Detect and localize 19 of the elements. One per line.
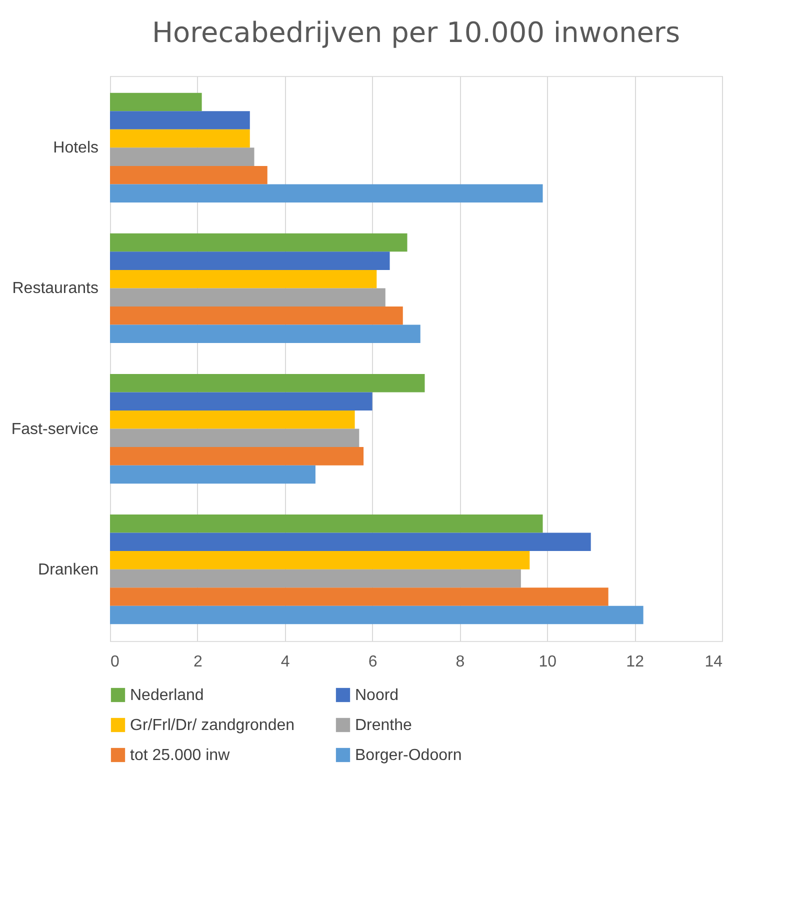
x-tick-label: 0 [110,654,120,670]
x-tick-label: 4 [280,654,290,670]
legend-label: Noord [355,687,399,704]
legend-label: Nederland [130,687,204,704]
x-tick-label: 10 [538,654,557,670]
legend-label: tot 25.000 inw [130,747,230,764]
x-tick-label: 2 [193,654,202,670]
chart-title: Horecabedrijven per 10.000 inwoners [152,16,680,49]
x-tick-label: 8 [456,654,465,670]
y-tick-label: Hotels [53,140,98,157]
x-tick-label: 12 [626,654,644,670]
y-tick-label: Fast-service [11,420,99,438]
legend-label: Drenthe [355,717,412,734]
legend-label: Gr/Frl/Dr/ zandgronden [130,717,295,734]
legend-label: Borger-Odoorn [355,747,462,764]
x-tick-label: 6 [368,654,378,670]
y-tick-label: Restaurants [12,280,98,298]
x-tick-label: 14 [704,654,723,670]
y-tick-label: Dranken [38,561,98,578]
